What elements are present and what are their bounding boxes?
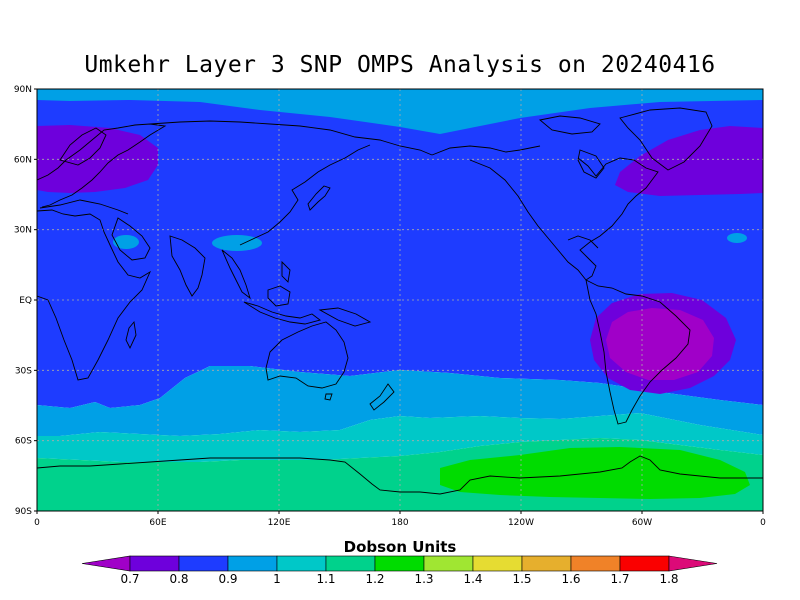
coast-new-zealand xyxy=(369,383,395,411)
coast-china xyxy=(239,144,371,246)
colorbar-low-triangle xyxy=(81,555,131,572)
lat-tick-label: EQ xyxy=(19,296,32,306)
coast-hudson xyxy=(577,149,605,179)
colorbar-segment xyxy=(619,555,670,572)
colorbar-tick-label: 1 xyxy=(273,572,281,586)
map-grid xyxy=(37,89,763,511)
coast-indonesia xyxy=(243,301,322,325)
lat-tick-label: 30N xyxy=(14,226,32,236)
colorbar-tick-label: 1.4 xyxy=(463,572,482,586)
lon-tick-label: 180 xyxy=(391,518,408,528)
colorbar-segment xyxy=(472,555,523,572)
lon-tick-label: 60W xyxy=(632,518,652,528)
colorbar-segment xyxy=(129,555,180,572)
colorbar-segment xyxy=(374,555,425,572)
colorbar-tick-label: 1.7 xyxy=(610,572,629,586)
lon-tick-label: 120W xyxy=(508,518,534,528)
field-blob-magenta-samerica xyxy=(606,308,714,380)
coast-north-america-east xyxy=(577,157,659,281)
coast-antarctica xyxy=(37,455,763,495)
colorbar: 0.7 0.8 0.9 1 1.1 1.2 1.3 1.4 1.5 1.6 1.7 1.8 xyxy=(81,555,718,586)
colorbar-segment xyxy=(178,555,229,572)
chart-title: Umkehr Layer 3 SNP OMPS Analysis on 2024… xyxy=(84,52,716,78)
colorbar-segment xyxy=(276,555,327,572)
coast-mediterranean xyxy=(39,199,129,215)
coast-arctic-islands xyxy=(538,115,601,135)
field-blob-purple-atlantic xyxy=(615,126,763,196)
lat-tick-label: 90S xyxy=(15,507,32,517)
coast-scandinavia xyxy=(59,127,107,166)
coast-greenland xyxy=(619,107,713,171)
lon-tick-label: 0 xyxy=(760,518,766,528)
colorbar-high-triangle xyxy=(668,555,718,572)
colorbar-segment xyxy=(227,555,278,572)
coast-south-america xyxy=(585,279,691,425)
coast-europe xyxy=(37,123,167,208)
coast-borneo xyxy=(267,285,291,307)
field-band-south-teal xyxy=(37,413,763,462)
colorbar-tick-label: 1.6 xyxy=(561,572,580,586)
colorbar-segment xyxy=(570,555,621,572)
lon-tick-label: 0 xyxy=(34,518,40,528)
colorbar-segment xyxy=(325,555,376,572)
coast-alaska xyxy=(431,145,541,156)
colorbar-label: Dobson Units xyxy=(344,538,457,556)
lat-tick-label: 60N xyxy=(14,155,32,165)
coast-se-asia xyxy=(221,249,251,300)
colorbar-tick-label: 1.3 xyxy=(414,572,433,586)
longitude-axis: 0 60E 120E 180 120W 60W 0 xyxy=(34,511,766,528)
lat-tick-label: 60S xyxy=(15,437,32,447)
coast-arabia xyxy=(111,217,151,261)
coast-tasmania xyxy=(324,393,333,401)
field-blob-arabia xyxy=(113,235,139,249)
latitude-axis: 90N 60N 30N EQ 30S 60S 90S xyxy=(14,85,37,517)
colorbar-segment xyxy=(423,555,474,572)
coastlines xyxy=(37,107,763,495)
colorbar-tick-label: 0.9 xyxy=(218,572,237,586)
coast-india xyxy=(169,235,206,297)
coast-asia-north xyxy=(149,120,433,156)
coast-gulf-mexico xyxy=(567,235,599,249)
colorbar-tick-label: 0.8 xyxy=(169,572,188,586)
field-blob-atlantic-small xyxy=(727,233,747,243)
coast-australia xyxy=(265,321,349,389)
coast-africa xyxy=(37,209,151,381)
lat-tick-label: 30S xyxy=(15,366,32,376)
coast-madagascar xyxy=(125,320,137,350)
coast-philippines xyxy=(281,260,291,283)
colorbar-tick-label: 1.1 xyxy=(316,572,335,586)
colorbar-tick-label: 1.5 xyxy=(512,572,531,586)
colorbar-tick-label: 1.8 xyxy=(659,572,678,586)
lon-tick-label: 60E xyxy=(149,518,166,528)
colorbar-tick-label: 0.7 xyxy=(120,572,139,586)
coast-japan xyxy=(307,185,331,211)
lat-tick-label: 90N xyxy=(14,85,32,95)
field-blob-india xyxy=(212,235,262,251)
coast-north-america-west xyxy=(469,159,587,281)
colorbar-segment xyxy=(521,555,572,572)
field-blob-green xyxy=(440,447,750,499)
colorbar-tick-label: 1.2 xyxy=(365,572,384,586)
coast-new-guinea xyxy=(318,307,372,327)
lon-tick-label: 120E xyxy=(268,518,291,528)
